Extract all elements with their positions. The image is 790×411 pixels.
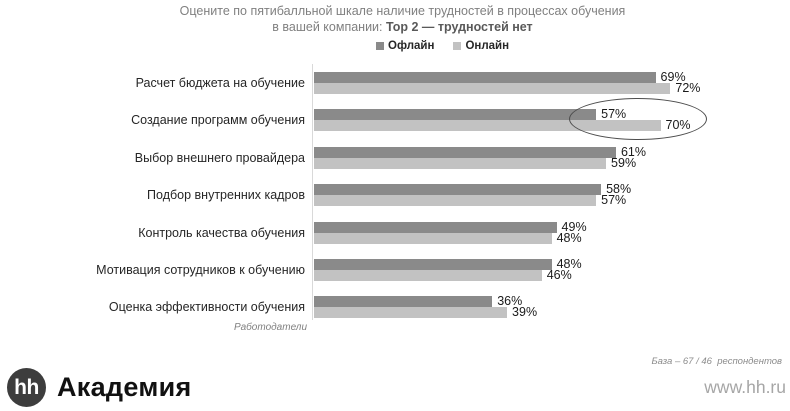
bar-group: 61% 59% [314,144,790,170]
legend-item-online: Онлайн [453,40,509,52]
chart-row: Выбор внешнего провайдера 61% 59% [0,144,790,170]
chart-title-line2-regular: в вашей компании: [272,20,386,34]
legend-label-offline: Офлайн [388,40,435,52]
value-label: 39% [512,305,538,320]
bar-group: 58% 57% [314,182,790,208]
legend-swatch-offline-icon [376,42,384,50]
bar-line: 39% [314,305,790,320]
bar-online [314,307,508,319]
bar-group: 48% 46% [314,256,790,282]
value-label: 58% [606,182,632,197]
bar-offline [314,258,552,270]
bar-line: 36% [314,294,790,309]
category-label: Подбор внутренних кадров [147,188,305,203]
bar-line: 46% [314,267,790,282]
category-label: Контроль качества обучения [138,225,305,240]
value-label: 48% [556,230,582,245]
bar-offline [314,72,656,83]
bar-line: 49% [314,219,790,234]
value-label: 48% [556,256,582,271]
value-label: 59% [611,155,637,170]
chart-rows: Расчет бюджета на обучение 69% 72% Создание… [0,70,790,320]
legend-item-offline: Офлайн [376,40,434,52]
chart-row: Контроль качества обучения 49% 48% [0,219,790,245]
bar-online [314,195,597,207]
bar-line: 70% [314,118,790,133]
bar-line: 57% [314,107,790,122]
category-label: Мотивация сотрудников к обучению [96,262,305,277]
legend-label-online: Онлайн [465,40,510,52]
category-label: Оценка эффективности обучения [108,300,305,315]
chart-row: Подбор внутренних кадров 58% 57% [0,182,790,208]
bar-offline [314,109,597,121]
brand-name: Академия [57,372,192,402]
value-label: 46% [546,267,572,282]
category-label: Выбор внешнего провайдера [134,150,305,165]
value-label: 49% [561,219,587,234]
category-label: Расчет бюджета на обучение [135,76,305,90]
bar-line: 61% [314,144,790,159]
bar-offline [314,296,493,308]
chart-title-line1: Оцените по пятибалльной шкале наличие тр… [179,4,626,18]
website-link[interactable]: www.hh.ru [704,377,786,397]
bar-group: 36% 39% [314,294,790,320]
brand-logo: hh Академия [7,368,192,407]
legend: Офлайн Онлайн [376,40,509,52]
bar-online [314,120,661,132]
bar-line: 69% [314,70,790,84]
chart-title: Оцените по пятибалльной шкале наличие тр… [15,3,790,35]
y-axis-line [312,64,313,320]
chart-row: Расчет бюджета на обучение 69% 72% [0,70,790,95]
value-label: 69% [660,70,686,84]
bar-line: 59% [314,155,790,170]
value-label: 70% [665,118,691,133]
chart-title-line2-bold: Top 2 — трудностей нет [386,20,533,34]
hh-logo-icon: hh [7,368,46,407]
value-label: 61% [620,144,646,159]
legend-swatch-online-icon [453,42,462,50]
bar-group: 49% 48% [314,219,790,245]
value-label: 57% [601,193,627,208]
base-note: База – 67 / 46 респондентов [651,356,782,367]
bar-online [314,269,542,281]
bar-group: 69% 72% [314,70,790,95]
bar-line: 48% [314,256,790,271]
axis-note: Работодатели [233,322,307,333]
bar-offline [314,221,557,233]
value-label: 36% [497,294,523,309]
bar-line: 48% [314,230,790,245]
bar-online [314,157,607,169]
category-label: Создание программ обучения [131,113,305,128]
bar-line: 72% [314,81,790,95]
chart-row: Создание программ обучения 57% 70% [0,107,790,133]
bar-offline [314,184,602,196]
value-label: 57% [601,107,627,122]
chart-title-line2: в вашей компании: Top 2 — трудностей нет [15,19,790,35]
bar-online [314,232,552,244]
chart-row: Мотивация сотрудников к обучению 48% 46% [0,256,790,282]
bar-online [314,83,671,94]
chart-row: Оценка эффективности обучения 36% 39% [0,294,790,320]
bar-line: 58% [314,182,790,197]
bar-group: 57% 70% [314,107,790,133]
value-label: 72% [675,81,701,95]
bar-offline [314,146,616,158]
bar-line: 57% [314,193,790,208]
